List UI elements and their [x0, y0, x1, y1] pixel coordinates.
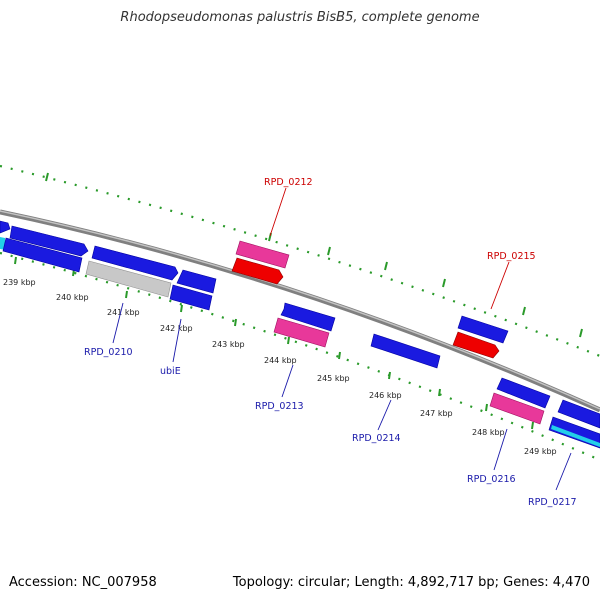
gene-arrow — [457, 315, 509, 344]
map-title: Rhodopseudomonas palustris BisB5, comple… — [120, 10, 480, 25]
gene-arrow — [169, 284, 213, 311]
gene-arrow — [280, 302, 336, 332]
gene-arrow — [551, 425, 600, 447]
tick-label: 239 kbp — [3, 278, 36, 287]
gene-arrow — [176, 269, 217, 294]
gene-arrow — [496, 377, 551, 409]
tick-label: 242 kbp — [160, 324, 193, 333]
misc-feature — [273, 317, 330, 348]
misc-feature — [489, 392, 545, 425]
backbone-highlight — [0, 210, 600, 410]
gene-label-rpd-0212: RPD_0212 — [264, 177, 313, 188]
tick-label: 246 kbp — [369, 391, 402, 400]
gene-label-ubie: ubiE — [160, 366, 181, 377]
tick-label: 247 kbp — [420, 409, 453, 418]
misc-features — [235, 240, 545, 425]
reverse-strand-genes — [0, 237, 600, 449]
gene-arrow — [91, 245, 179, 281]
tick-label: 245 kbp — [317, 374, 350, 383]
tick-label: 240 kbp — [56, 293, 89, 302]
outer-dotted-ring — [0, 164, 600, 358]
gene-label-rpd-0210: RPD_0210 — [84, 347, 133, 358]
rna-feature — [452, 331, 500, 359]
gene-arrow — [0, 220, 11, 234]
topology-text: Topology: circular; Length: 4,892,717 bp… — [232, 575, 590, 590]
pseudogene-arrow — [85, 260, 172, 298]
tick-label: 243 kbp — [212, 340, 245, 349]
gene-arrow — [2, 237, 83, 273]
leader-lines — [112, 187, 572, 491]
gene-label-rpd-0214: RPD_0214 — [352, 433, 401, 444]
gene-labels: RPD_0212 RPD_0215 RPD_0210 ubiE RPD_0213… — [84, 177, 577, 508]
gene-arrow — [557, 399, 600, 429]
gene-arrow — [370, 333, 441, 369]
tick-label: 248 kbp — [472, 428, 505, 437]
gene-label-rpd-0215: RPD_0215 — [487, 251, 536, 262]
accession-text: Accession: NC_007958 — [9, 575, 157, 590]
rna-feature — [231, 257, 284, 285]
rna-features — [231, 257, 500, 359]
backbone-ring — [0, 209, 600, 413]
misc-feature — [235, 240, 290, 269]
tick-labels: 239 kbp 240 kbp 241 kbp 242 kbp 243 kbp … — [3, 278, 557, 456]
gene-arrow — [9, 225, 89, 257]
gene-label-rpd-0216: RPD_0216 — [467, 474, 516, 485]
tick-label: 241 kbp — [107, 308, 140, 317]
tick-label: 249 kbp — [524, 447, 557, 456]
gene-label-rpd-0213: RPD_0213 — [255, 401, 304, 412]
gene-label-rpd-0217: RPD_0217 — [528, 497, 577, 508]
tick-label: 244 kbp — [264, 356, 297, 365]
forward-strand-genes — [0, 220, 600, 429]
